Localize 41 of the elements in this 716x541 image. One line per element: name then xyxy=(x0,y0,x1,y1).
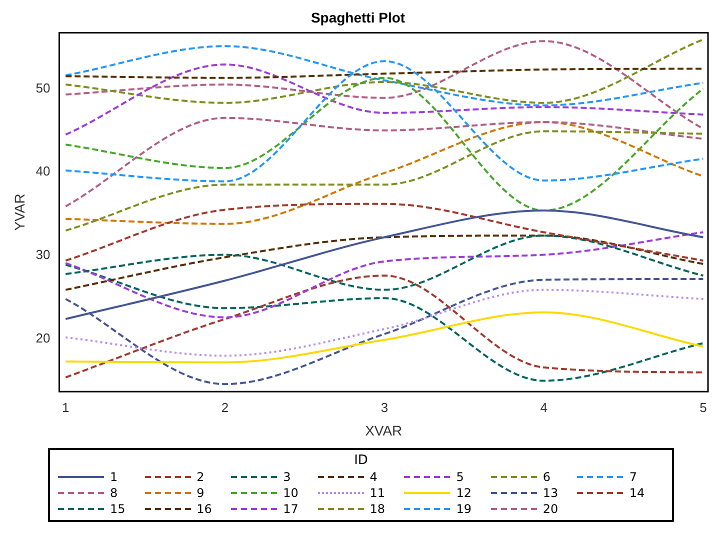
x-tick-label: 5 xyxy=(700,400,707,415)
y-tick-label: 50 xyxy=(36,80,50,96)
legend-label: 7 xyxy=(629,470,638,484)
legend-label: 4 xyxy=(370,470,378,484)
chart-title: Spaghetti Plot xyxy=(310,9,406,26)
x-tick-label: 4 xyxy=(540,400,548,415)
line-series xyxy=(64,76,704,212)
y-tick-label: 20 xyxy=(36,330,50,346)
legend-label: 20 xyxy=(542,502,558,516)
legend-label: 10 xyxy=(283,486,298,500)
x-axis-title: XVAR xyxy=(365,422,402,438)
y-tick-label: 40 xyxy=(36,164,50,179)
legend-title: ID xyxy=(353,453,369,468)
line-series xyxy=(64,64,704,136)
x-tick-label: 1 xyxy=(62,400,70,415)
legend-label: 5 xyxy=(456,470,464,484)
legend-label: 13 xyxy=(542,486,558,500)
legend-label: 15 xyxy=(110,502,126,516)
x-tick-label: 3 xyxy=(380,400,388,415)
legend-label: 18 xyxy=(370,502,385,516)
legend-label: 19 xyxy=(456,502,472,516)
line-series xyxy=(64,311,704,364)
legend-label: 17 xyxy=(283,502,298,516)
legend-label: 8 xyxy=(110,486,118,500)
line-series xyxy=(64,288,704,357)
legend-label: 2 xyxy=(196,470,204,484)
x-tick-label: 2 xyxy=(221,400,229,415)
line-series xyxy=(64,202,704,262)
legend-label: 14 xyxy=(629,486,645,500)
y-axis-title: YVAR xyxy=(11,194,28,231)
legend-label: 1 xyxy=(110,470,118,484)
legend-label: 12 xyxy=(456,486,472,500)
legend-label: 11 xyxy=(370,486,385,500)
legend-label: 6 xyxy=(542,470,550,484)
legend-label: 3 xyxy=(283,470,291,484)
y-tick-label: 30 xyxy=(36,247,50,262)
line-series xyxy=(64,68,704,79)
legend-label: 9 xyxy=(196,486,204,500)
line-series xyxy=(64,116,704,208)
line-series xyxy=(64,231,704,318)
legend-label: 16 xyxy=(196,502,212,516)
